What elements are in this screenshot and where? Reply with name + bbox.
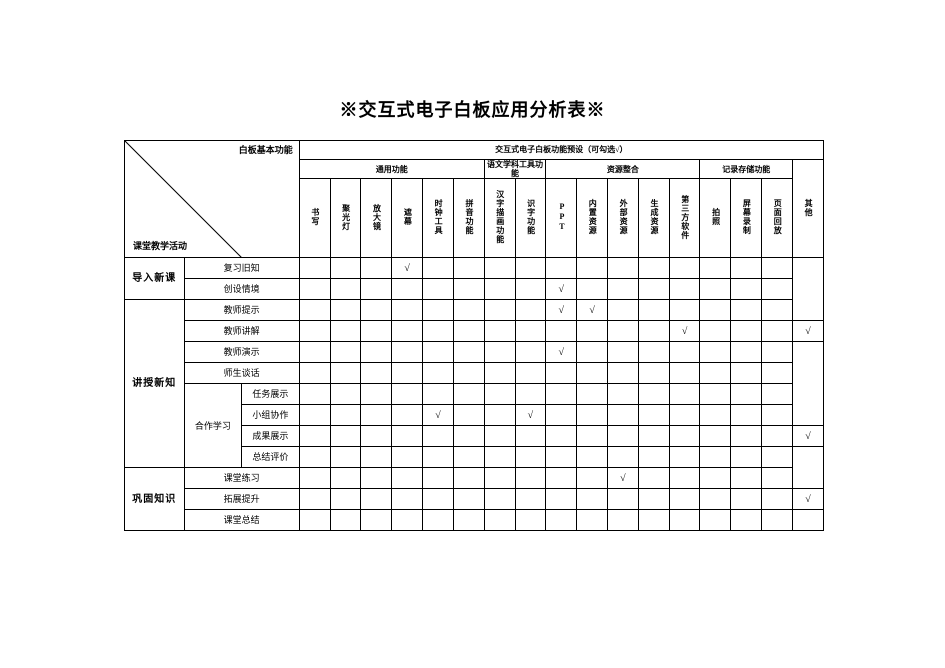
other-mark-1: √ bbox=[792, 321, 823, 342]
row-yanshi: 教师演示 √ bbox=[125, 342, 824, 363]
row-renwu: 合作学习 任务展示 bbox=[125, 384, 824, 405]
label-xiaozu: 小组协作 bbox=[242, 405, 300, 426]
section-intro: 导入新课 bbox=[125, 258, 185, 300]
row-chuangshe: 创设情境 √ bbox=[125, 279, 824, 300]
label-lianxi: 课堂练习 bbox=[184, 468, 299, 489]
hdr-c8: 识字功能 bbox=[515, 179, 546, 258]
other-mark-3: √ bbox=[792, 489, 823, 510]
hdr-c7: 汉字描画功能 bbox=[484, 179, 515, 258]
other-mark-2: √ bbox=[792, 426, 823, 447]
page-title: ※交互式电子白板应用分析表※ bbox=[0, 96, 945, 122]
hdr-c16: 页面回放 bbox=[762, 179, 793, 258]
hdr-c6: 拼音功能 bbox=[453, 179, 484, 258]
analysis-table: 白板基本功能 课堂教学活动 交互式电子白板功能预设（可勾选√） 通用功能 语文学… bbox=[124, 140, 824, 531]
label-zongjie: 总结评价 bbox=[242, 447, 300, 468]
row-fuxi: 导入新课 复习旧知 √ bbox=[125, 258, 824, 279]
label-chengguo: 成果展示 bbox=[242, 426, 300, 447]
section-consolidate: 巩固知识 bbox=[125, 468, 185, 531]
row-jiangjie: 教师讲解 √ √ bbox=[125, 321, 824, 342]
hdr-c13: 第三方软件 bbox=[669, 179, 700, 258]
label-tuozhan: 拓展提升 bbox=[184, 489, 299, 510]
header-row-1: 白板基本功能 课堂教学活动 交互式电子白板功能预设（可勾选√） bbox=[125, 141, 824, 160]
hdr-group-other: 其他 bbox=[792, 160, 823, 258]
hdr-c14: 拍照 bbox=[700, 179, 731, 258]
hdr-group-subject: 语文学科工具功能 bbox=[484, 160, 546, 179]
hdr-c11: 外部资源 bbox=[608, 179, 639, 258]
hdr-group-general: 通用功能 bbox=[299, 160, 484, 179]
row-tanhua: 师生谈话 bbox=[125, 363, 824, 384]
other-empty-2 bbox=[792, 342, 823, 426]
label-jiangjie: 教师讲解 bbox=[184, 321, 299, 342]
hdr-c10: 内置资源 bbox=[577, 179, 608, 258]
hdr-c4: 遮幕 bbox=[392, 179, 423, 258]
analysis-table-wrap: 白板基本功能 课堂教学活动 交互式电子白板功能预设（可勾选√） 通用功能 语文学… bbox=[124, 140, 824, 531]
other-empty-3 bbox=[792, 447, 823, 489]
label-yanshi: 教师演示 bbox=[184, 342, 299, 363]
hdr-presets: 交互式电子白板功能预设（可勾选√） bbox=[299, 141, 823, 160]
hdr-c9: PPT bbox=[546, 179, 577, 258]
hdr-group-integrate: 资源整合 bbox=[546, 160, 700, 179]
diag-top-label: 白板基本功能 bbox=[239, 145, 293, 155]
label-tishi: 教师提示 bbox=[184, 300, 299, 321]
row-lianxi: 巩固知识 课堂练习 √ bbox=[125, 468, 824, 489]
row-kezongjie: 课堂总结 bbox=[125, 510, 824, 531]
row-tishi: 讲授新知 教师提示 √ √ bbox=[125, 300, 824, 321]
label-renwu: 任务展示 bbox=[242, 384, 300, 405]
hdr-c3: 放大镜 bbox=[361, 179, 392, 258]
row-tuozhan: 拓展提升 √ bbox=[125, 489, 824, 510]
label-tanhua: 师生谈话 bbox=[184, 363, 299, 384]
diag-header: 白板基本功能 课堂教学活动 bbox=[125, 141, 300, 258]
section-teach: 讲授新知 bbox=[125, 300, 185, 468]
label-chuangshe: 创设情境 bbox=[184, 279, 299, 300]
hdr-c1: 书写 bbox=[299, 179, 330, 258]
label-coop: 合作学习 bbox=[184, 384, 242, 468]
hdr-group-record: 记录存储功能 bbox=[700, 160, 792, 179]
label-fuxi: 复习旧知 bbox=[184, 258, 299, 279]
hdr-c2: 聚光灯 bbox=[330, 179, 361, 258]
other-empty-1 bbox=[792, 258, 823, 321]
other-empty-4 bbox=[792, 510, 823, 531]
label-kezongjie: 课堂总结 bbox=[184, 510, 299, 531]
hdr-c12: 生成资源 bbox=[638, 179, 669, 258]
hdr-c15: 屏幕录制 bbox=[731, 179, 762, 258]
diag-bottom-label: 课堂教学活动 bbox=[133, 241, 187, 251]
hdr-c5: 时钟工具 bbox=[423, 179, 454, 258]
